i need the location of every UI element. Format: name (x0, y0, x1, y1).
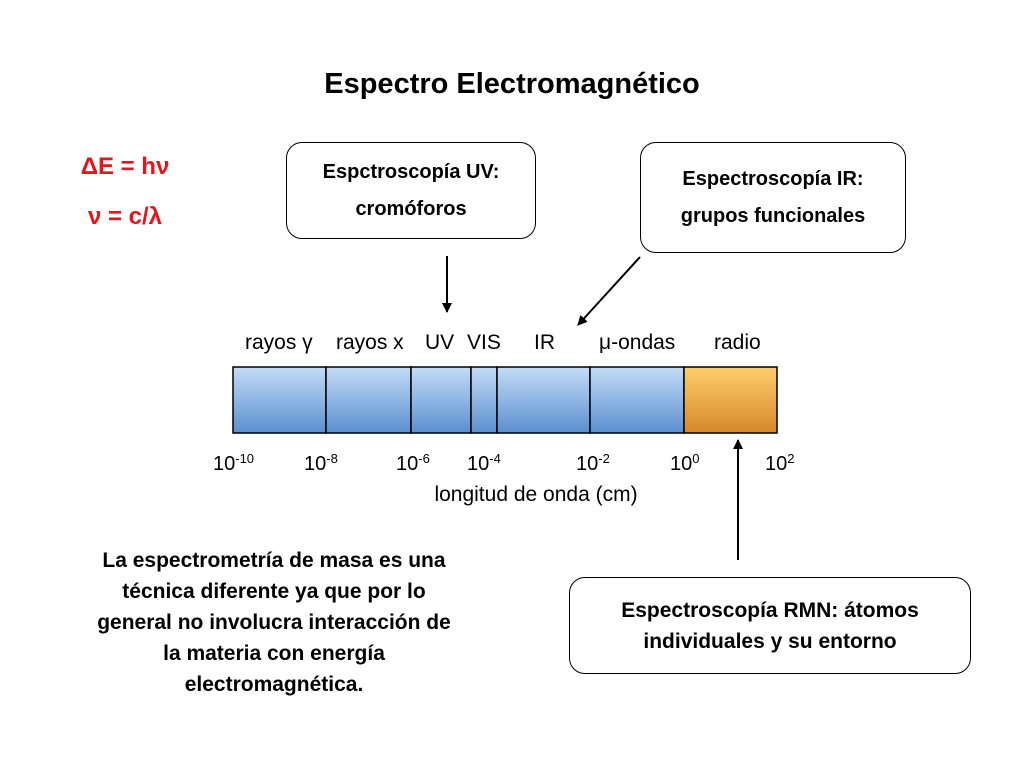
uv-box-line2: cromóforos (355, 197, 467, 220)
rmn-spectroscopy-box: Espectroscopía RMN: átomos individuales … (569, 577, 971, 674)
page-title: Espectro Electromagnético (324, 68, 700, 100)
rmn-box-line2: individuales y su entorno (643, 629, 897, 653)
segment-ir (496, 366, 591, 434)
region-label-gamma: rayos γ (245, 331, 313, 354)
tick-label: 102 (765, 451, 795, 475)
tick-label: 10-4 (467, 451, 501, 475)
spectrum-bar (232, 366, 778, 434)
region-label-radio: radio (714, 331, 761, 354)
region-label-vis: VIS (467, 331, 501, 354)
note-line: general no involucra interacción de (97, 611, 451, 634)
note-line: electromagnética. (184, 673, 364, 696)
segment-vis (470, 366, 498, 434)
tick-label: 10-6 (396, 451, 430, 475)
axis-label: longitud de onda (cm) (434, 483, 638, 506)
note-line: la materia con energía (163, 642, 385, 665)
tick-label: 10-8 (304, 451, 338, 475)
region-label-ir: IR (534, 331, 555, 354)
uv-box-line1: Espctroscopía UV: (322, 160, 500, 183)
segment-uv (410, 366, 472, 434)
region-label-xray: rayos x (336, 331, 404, 354)
ir-spectroscopy-box: Espectroscopía IR: grupos funcionales (640, 142, 906, 253)
segment-gamma (232, 366, 327, 434)
tick-label: 10-10 (213, 451, 255, 475)
uv-spectroscopy-box: Espctroscopía UV: cromóforos (286, 142, 536, 239)
region-label-uv: UV (425, 331, 455, 354)
ir-box-line2: grupos funcionales (680, 204, 866, 227)
ir-arrow (577, 256, 641, 326)
region-label-microwave: μ-ondas (599, 331, 676, 354)
mass-spectrometry-note: La espectrometría de masa es una técnica… (44, 545, 504, 700)
tick-label: 100 (670, 451, 700, 475)
frequency-formula: ν = c/λ (87, 203, 163, 230)
rmn-box-line1: Espectroscopía RMN: átomos (621, 598, 919, 622)
note-line: técnica diferente ya que por lo (122, 580, 426, 603)
ir-box-line1: Espectroscopía IR: (682, 167, 864, 190)
tick-label: 10-2 (576, 451, 610, 475)
segment-xray (325, 366, 412, 434)
segment-radio (683, 366, 778, 434)
segment-microwave (589, 366, 685, 434)
energy-formula: ΔE = hν (80, 153, 170, 180)
note-line: La espectrometría de masa es una (102, 549, 446, 572)
